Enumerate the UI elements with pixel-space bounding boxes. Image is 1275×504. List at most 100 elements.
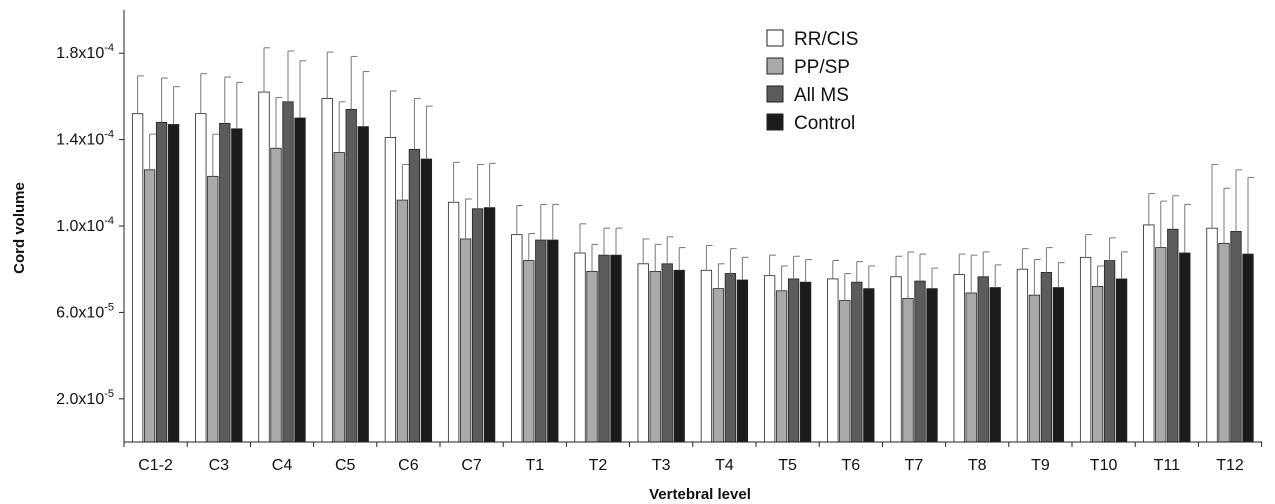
- x-tick-label: C5: [335, 457, 356, 474]
- bar: [547, 239, 559, 443]
- y-tick-mantissa: 1.8x10: [56, 45, 104, 62]
- bar: [207, 175, 219, 443]
- legend-label: PP/SP: [794, 57, 850, 78]
- series-all-ms: [155, 50, 1243, 443]
- x-tick-label: T10: [1090, 457, 1118, 474]
- bar: [989, 287, 1001, 443]
- bar: [863, 288, 875, 443]
- bar: [914, 280, 926, 443]
- x-tick-label: C4: [272, 457, 293, 474]
- y-tick-mantissa: 2.0x10: [56, 391, 104, 408]
- bar: [258, 91, 270, 443]
- bar: [459, 238, 472, 443]
- y-tick-label: 1.8x10-4: [56, 42, 114, 62]
- bar: [1218, 242, 1230, 443]
- x-tick-label: T12: [1216, 457, 1244, 474]
- bar: [661, 263, 673, 443]
- y-tick-exponent: -4: [104, 215, 114, 227]
- x-tick-label: C3: [209, 457, 230, 474]
- bar: [471, 208, 484, 443]
- x-tick-label: C1-2: [138, 457, 173, 474]
- legend-swatch: [766, 113, 784, 131]
- bar: [890, 276, 902, 443]
- legend-swatch: [766, 57, 784, 75]
- bar: [231, 128, 243, 443]
- bar: [926, 288, 938, 443]
- bar: [1167, 228, 1179, 443]
- bar: [787, 278, 800, 443]
- bar: [219, 123, 231, 443]
- bar: [483, 207, 496, 443]
- bar: [839, 300, 851, 443]
- bar: [408, 148, 421, 443]
- x-axis: C1-2 C3 C4 C5 C6 C7 T1 T2 T3 T4 T5 T6 T7 T8 T9 T10 T11 T1…: [123, 441, 1263, 474]
- bar: [396, 199, 409, 443]
- bar: [775, 290, 788, 443]
- x-tick-label: T3: [652, 457, 671, 474]
- bar: [724, 273, 737, 443]
- bar: [447, 201, 460, 443]
- bar: [977, 276, 989, 443]
- bar: [345, 108, 357, 443]
- legend-label: RR/CIS: [794, 29, 858, 50]
- bar: [523, 260, 535, 443]
- bar: [712, 288, 725, 443]
- y-tick-exponent: -4: [104, 129, 114, 141]
- bar: [420, 158, 433, 443]
- bar: [357, 126, 369, 443]
- bar: [1115, 278, 1128, 443]
- bar: [736, 279, 749, 443]
- bar: [1040, 272, 1053, 443]
- x-axis-title: Vertebral level: [649, 486, 751, 503]
- bar: [598, 254, 610, 443]
- x-tick-label: T9: [1031, 457, 1050, 474]
- y-tick-label: 2.0x10-5: [56, 388, 114, 408]
- series-pp-sp: [143, 96, 1231, 443]
- bar: [195, 113, 207, 443]
- bar: [321, 98, 333, 443]
- bar: [1179, 252, 1191, 443]
- bar: [1052, 287, 1065, 443]
- y-tick-exponent: -4: [104, 42, 114, 54]
- bar: [1091, 286, 1104, 443]
- x-tick-label: T6: [841, 457, 860, 474]
- bar: [1230, 230, 1242, 443]
- bar: [953, 274, 965, 443]
- bar: [535, 239, 547, 443]
- bar: [1028, 294, 1041, 443]
- bar: [673, 269, 685, 443]
- bar: [586, 270, 598, 443]
- legend-label: Control: [794, 113, 855, 134]
- bar: [965, 292, 977, 443]
- bar: [282, 101, 294, 443]
- bar: [167, 124, 180, 443]
- bar: [827, 278, 839, 443]
- x-tick-label: T2: [589, 457, 608, 474]
- x-tick-label: T7: [905, 457, 924, 474]
- bar: [333, 152, 345, 443]
- bar: [511, 234, 523, 443]
- bar: [649, 270, 661, 443]
- y-tick-mantissa: 1.4x10: [56, 132, 104, 149]
- y-tick-label: 1.4x10-4: [56, 129, 114, 149]
- x-tick-label: T11: [1154, 457, 1180, 474]
- legend-item: RR/CIS: [766, 29, 858, 50]
- legend-item: All MS: [766, 85, 849, 106]
- x-tick-label: T1: [525, 457, 544, 474]
- legend: RR/CIS PP/SP All MS Control: [766, 29, 858, 134]
- x-tick-label: T5: [778, 457, 797, 474]
- bar: [1079, 256, 1092, 443]
- legend-swatch: [766, 85, 784, 103]
- bar: [902, 297, 914, 443]
- plot-area: [131, 47, 1255, 443]
- x-tick-label: T4: [715, 457, 734, 474]
- legend-label: All MS: [794, 85, 849, 106]
- bar: [384, 137, 397, 443]
- y-tick-exponent: -5: [104, 388, 114, 400]
- legend-swatch: [766, 29, 784, 47]
- y-tick-exponent: -5: [104, 301, 114, 313]
- bar: [1206, 227, 1218, 443]
- legend-item: PP/SP: [766, 57, 850, 78]
- bar: [700, 269, 713, 443]
